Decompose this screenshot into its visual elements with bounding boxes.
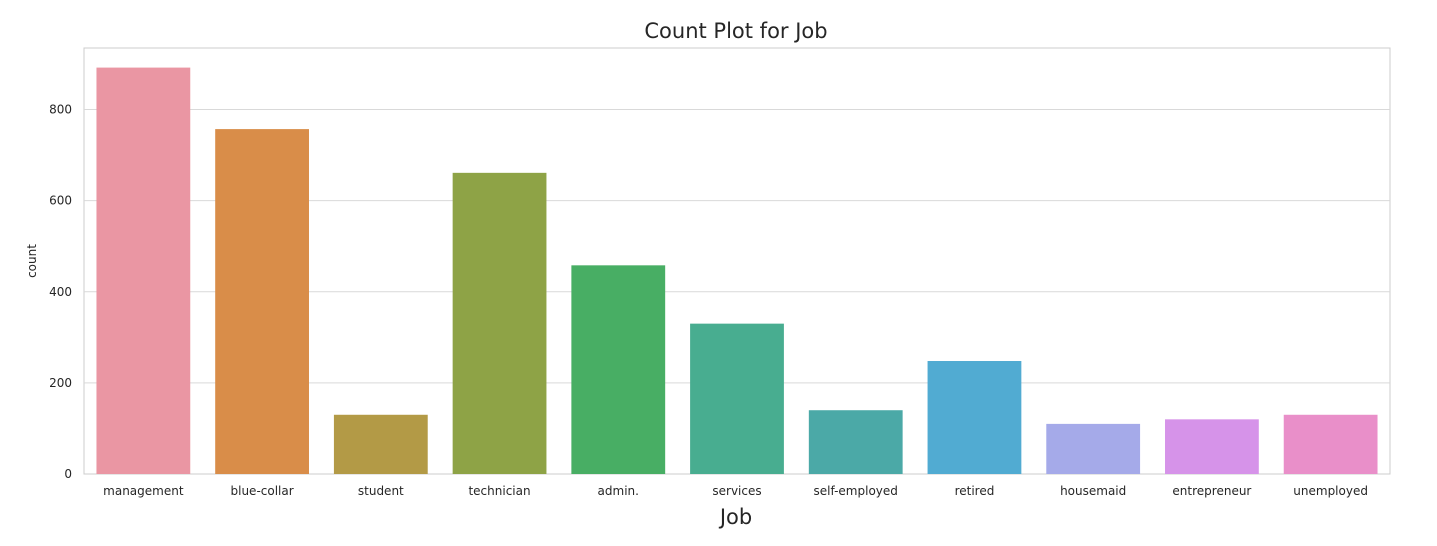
x-tick-label: retired xyxy=(955,484,995,498)
x-tick-labels: management blue-collar student technician ad… xyxy=(103,484,1368,498)
chart-title: Count Plot for Job xyxy=(644,19,827,43)
bar-management xyxy=(96,67,191,475)
x-tick-label: student xyxy=(358,484,404,498)
bar-self-employed xyxy=(808,410,903,474)
x-tick-label: unemployed xyxy=(1293,484,1368,498)
bar-unemployed xyxy=(1283,414,1378,474)
bar-student xyxy=(333,414,428,474)
y-axis-label: count xyxy=(25,244,39,278)
y-tick-label: 800 xyxy=(49,103,72,117)
bar-entrepreneur xyxy=(1165,419,1259,474)
bar-blue-collar xyxy=(215,129,309,474)
y-tick-label: 600 xyxy=(49,194,72,208)
y-tick-label: 400 xyxy=(49,285,72,299)
x-tick-label: technician xyxy=(468,484,530,498)
x-tick-label: management xyxy=(103,484,184,498)
bars xyxy=(96,67,1378,475)
x-tick-label: blue-collar xyxy=(231,484,294,498)
y-tick-label: 0 xyxy=(64,467,72,481)
y-tick-labels: 0 200 400 600 800 xyxy=(49,103,72,481)
bar-retired xyxy=(927,361,1022,474)
x-tick-label: entrepreneur xyxy=(1172,484,1251,498)
x-tick-label: admin. xyxy=(598,484,639,498)
x-tick-label: services xyxy=(712,484,761,498)
x-tick-label: housemaid xyxy=(1060,484,1126,498)
bar-admin xyxy=(571,265,666,474)
bar-technician xyxy=(452,172,547,474)
x-tick-label: self-employed xyxy=(814,484,898,498)
bar-services xyxy=(690,323,784,474)
y-tick-label: 200 xyxy=(49,376,72,390)
bar-housemaid xyxy=(1046,423,1141,474)
x-axis-label: Job xyxy=(718,505,752,529)
